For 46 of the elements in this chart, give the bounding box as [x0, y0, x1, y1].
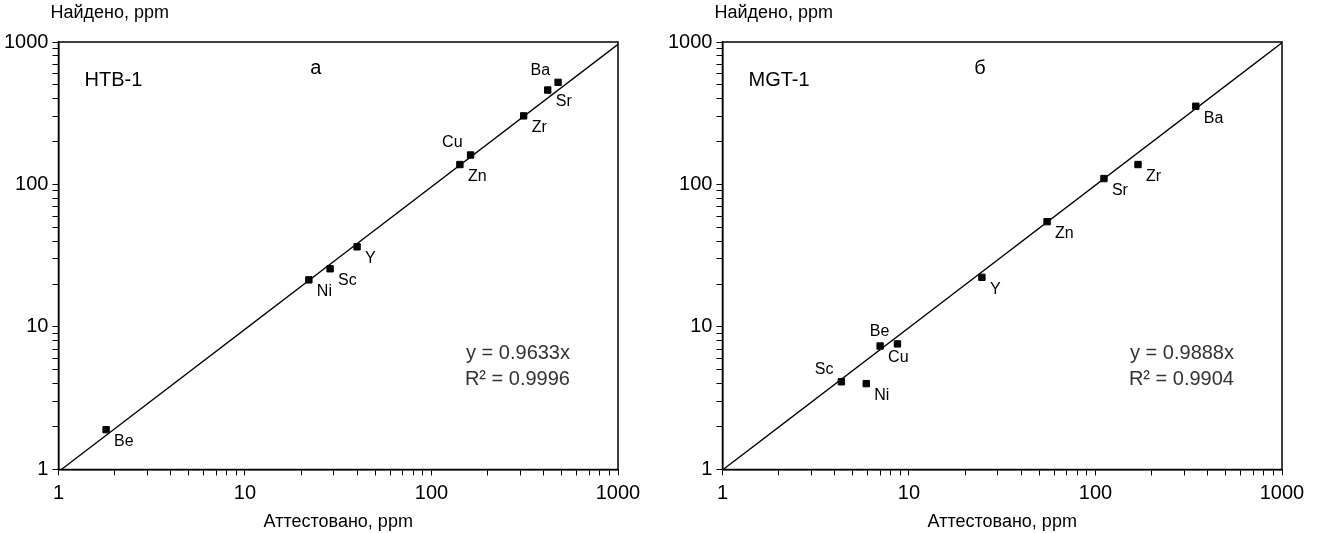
annotation: Sc	[338, 271, 357, 289]
y-tick-label: 1000	[3, 29, 49, 52]
y-tick-label: 1	[701, 456, 713, 479]
annotation: y = 0.9888x	[1130, 340, 1234, 363]
annotation: Zn	[1055, 224, 1074, 242]
annotation: Ba	[1203, 108, 1224, 126]
y-tick-label: 100	[15, 171, 49, 194]
annotation: Y	[989, 279, 1001, 297]
annotation: Zr	[531, 118, 548, 136]
x-tick-label: 100	[1078, 480, 1113, 503]
annotation: Ba	[530, 60, 551, 78]
annotation: Be	[114, 432, 134, 450]
x-tick-label: 100	[414, 480, 449, 503]
text: MGT-1	[748, 67, 810, 90]
x-tick-label: 1	[716, 480, 729, 503]
annotation: Be	[869, 322, 890, 340]
y-tick-label: 10	[690, 314, 713, 337]
annotation: R² = 0.9904	[1128, 366, 1234, 389]
y-tick-label: 1000	[667, 29, 713, 52]
annotation: Zr	[1146, 166, 1162, 184]
y-tick-label: 100	[679, 171, 713, 194]
annotation: Ni	[316, 282, 332, 300]
x-tick-label: 1	[52, 480, 65, 503]
x-axis-title: Аттестовано, ppm	[927, 511, 1077, 532]
annotation: Cu	[888, 348, 909, 366]
annotation: Cu	[442, 133, 463, 151]
x-tick-label: 1000	[1259, 480, 1305, 503]
annotation: Ni	[874, 386, 890, 404]
y-axis-title: Найдено, ppm	[714, 1, 834, 22]
annotation: Y	[365, 249, 377, 267]
x-tick-label: 10	[233, 480, 257, 503]
y-axis-title: Найдено, ppm	[50, 1, 170, 22]
text: б	[974, 55, 986, 78]
annotation: Sr	[555, 92, 573, 110]
annotation: Zn	[467, 166, 487, 184]
annotation: y = 0.9633x	[466, 340, 570, 363]
x-tick-label: 1000	[595, 480, 641, 503]
y-tick-label: 1	[37, 456, 49, 479]
x-tick-label: 10	[897, 480, 921, 503]
annotation: Sr	[1111, 180, 1129, 198]
annotation: Sc	[814, 360, 834, 378]
text: а	[310, 55, 323, 78]
annotation: R² = 0.9996	[464, 366, 570, 389]
y-tick-label: 10	[26, 314, 49, 337]
x-axis-title: Аттестовано, ppm	[263, 511, 413, 532]
text: HTB-1	[84, 67, 143, 90]
